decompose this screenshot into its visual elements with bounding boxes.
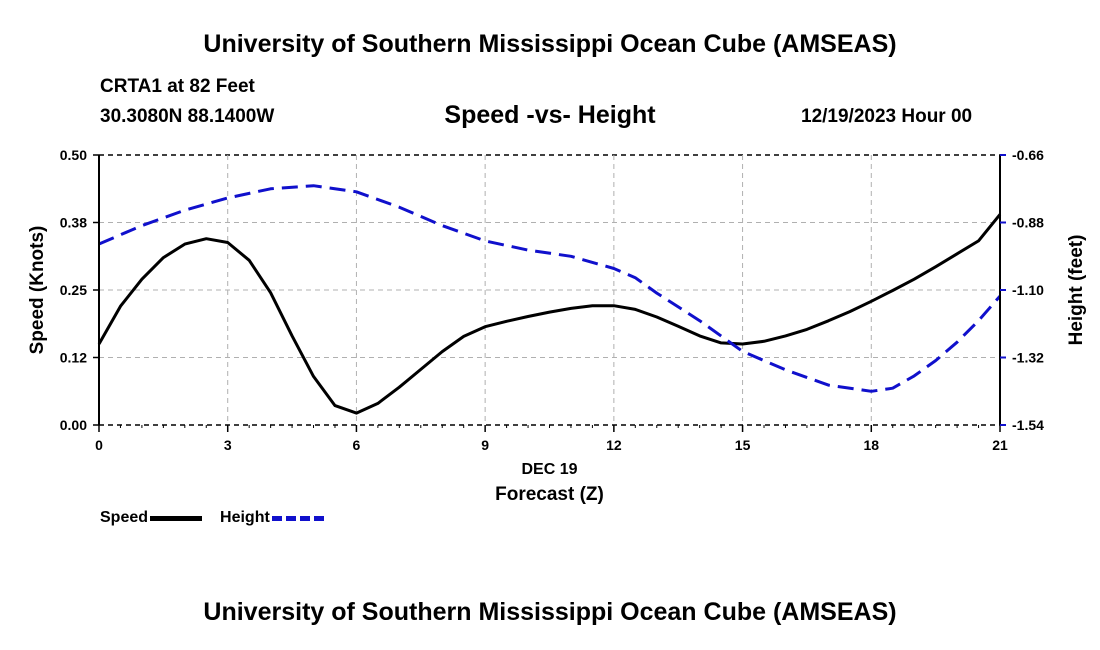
y-tick-label: 0.25 xyxy=(60,282,87,298)
series-layer xyxy=(97,184,1002,415)
legend-speed-label: Speed xyxy=(100,509,149,526)
series-speed-line xyxy=(97,213,1002,415)
y-tick-label: 0.12 xyxy=(60,350,87,366)
y2-tick-label: -1.32 xyxy=(1012,350,1044,366)
y2-tick-label: -0.66 xyxy=(1012,147,1044,163)
x-tick-label: 12 xyxy=(606,437,622,453)
chart-legend: Speed Height xyxy=(100,509,342,527)
forecast-datetime: 12/19/2023 Hour 00 xyxy=(801,106,973,127)
x-tick-label: 0 xyxy=(95,437,103,453)
y-axis-title: Speed (Knots) xyxy=(27,226,48,355)
x-tick-label: 9 xyxy=(481,437,489,453)
y2-axis-title: Height (feet) xyxy=(1066,235,1087,346)
x-axis-date-label: DEC 19 xyxy=(521,461,577,478)
speed-height-chart: 0 3 6 9 12 15 18 21 0.00 0.12 0.25 0.38 0.50 -1.54 -1.… xyxy=(27,147,1087,505)
station-label: CRTA1 at 82 Feet xyxy=(100,76,255,97)
legend-speed-swatch xyxy=(150,515,203,521)
grid-lines xyxy=(99,154,1000,426)
x-axis-title: Forecast (Z) xyxy=(495,484,604,505)
legend-height-label: Height xyxy=(220,509,270,526)
y2-tick-label: -0.88 xyxy=(1012,215,1044,231)
tick-labels: 0 3 6 9 12 15 18 21 0.00 0.12 0.25 0.38 0.50 -1.54 -1.… xyxy=(60,147,1044,453)
x-tick-label: 6 xyxy=(353,437,361,453)
page-title: University of Southern Mississippi Ocean… xyxy=(203,30,897,58)
x-tick-label: 21 xyxy=(992,437,1008,453)
series-height-line xyxy=(98,184,1002,393)
station-coordinates: 30.3080N 88.1400W xyxy=(100,106,275,127)
plot-title: Speed -vs- Height xyxy=(444,101,656,129)
y2-tick-label: -1.54 xyxy=(1012,417,1044,433)
x-tick-label: 3 xyxy=(224,437,232,453)
y2-tick-label: -1.10 xyxy=(1012,282,1044,298)
x-tick-label: 15 xyxy=(735,437,751,453)
x-tick-label: 18 xyxy=(863,437,879,453)
legend-height-swatch xyxy=(271,515,324,521)
y-tick-label: 0.50 xyxy=(60,147,87,163)
y-tick-label: 0.00 xyxy=(60,417,87,433)
footer-title: University of Southern Mississippi Ocean… xyxy=(203,598,897,626)
y-tick-label: 0.38 xyxy=(60,215,87,231)
tick-marks xyxy=(93,154,1006,432)
